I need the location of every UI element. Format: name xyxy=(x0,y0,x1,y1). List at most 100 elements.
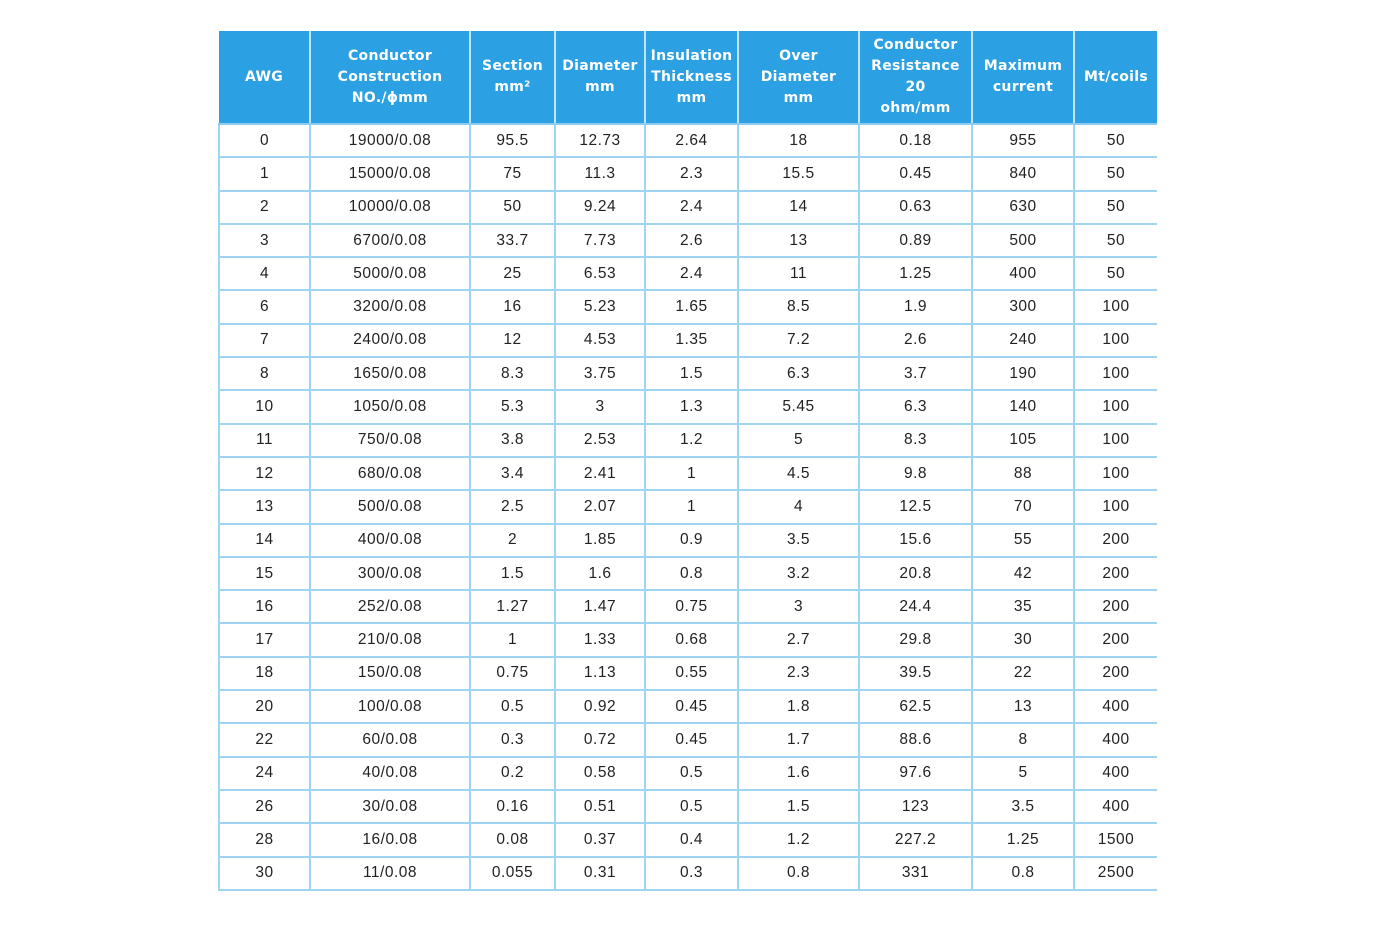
header-line: Maximum xyxy=(983,58,1063,74)
table-cell: 100 xyxy=(1073,323,1157,359)
table-cell: 100 xyxy=(1073,390,1157,425)
header-line: Resistance 20 xyxy=(871,58,960,95)
table-cell: 88.6 xyxy=(858,723,972,758)
table-cell: 0.55 xyxy=(644,656,738,692)
table-cell: 100 xyxy=(1073,357,1157,392)
header-line: Diameter xyxy=(562,58,638,74)
table-cell: 1.6 xyxy=(554,556,645,592)
table-cell: 0 xyxy=(218,124,310,159)
table-cell: 2.4 xyxy=(644,190,738,225)
table-row: 0 19000/0.08 95.5 12.73 2.64 18 0.18 955 50 xyxy=(218,124,1157,159)
table-cell: 18 xyxy=(218,656,310,692)
table-cell: 1.8 xyxy=(737,690,859,725)
table-cell: 13 xyxy=(737,223,859,259)
table-cell: 60/0.08 xyxy=(309,723,470,758)
table-cell: 1.3 xyxy=(644,390,738,425)
table-cell: 680/0.08 xyxy=(309,456,470,492)
table-cell: 88 xyxy=(971,456,1074,492)
table-cell: 1.27 xyxy=(469,590,555,625)
table-cell: 0.37 xyxy=(554,823,645,858)
header-line: AWG xyxy=(244,68,284,85)
table-cell: 62.5 xyxy=(858,690,972,725)
table-cell: 400 xyxy=(1073,789,1157,825)
column-header: Insulation Thickness mm xyxy=(644,31,738,125)
table-row: 17 210/0.08 1 1.33 0.68 2.7 29.8 30 200 xyxy=(218,623,1157,658)
table-cell: 2.7 xyxy=(737,623,859,658)
table-cell: 9.24 xyxy=(554,190,645,225)
table-cell: 1.25 xyxy=(858,257,972,292)
header-line: mm xyxy=(676,89,707,106)
table-cell: 12.5 xyxy=(858,490,972,525)
table-cell: 0.51 xyxy=(554,789,645,825)
table-cell: 17 xyxy=(218,623,310,658)
column-header: AWG xyxy=(219,31,310,125)
table-cell: 16 xyxy=(218,590,310,625)
table-cell: 1.35 xyxy=(644,323,738,359)
table-cell: 18 xyxy=(737,124,859,159)
table-cell: 123 xyxy=(858,789,972,825)
table-cell: 0.31 xyxy=(554,856,645,891)
column-header: Over Diameter mm xyxy=(737,31,859,125)
table-cell: 29.8 xyxy=(858,623,972,658)
table-cell: 1.25 xyxy=(971,823,1074,858)
table-row: 11 750/0.08 3.8 2.53 1.2 5 8.3 105 100 xyxy=(218,423,1157,458)
table-cell: 227.2 xyxy=(858,823,972,858)
table-cell: 955 xyxy=(971,124,1074,159)
awg-table: AWG Conductor Construction NO./ϕmm Section mm… xyxy=(218,31,1157,891)
table-cell: 3.8 xyxy=(469,423,555,458)
table-cell: 2 xyxy=(218,190,310,225)
table-cell: 0.58 xyxy=(554,756,645,791)
column-header: Mt/coils xyxy=(1073,31,1157,125)
table-cell: 840 xyxy=(971,157,1074,192)
table-cell: 0.45 xyxy=(644,690,738,725)
table-cell: 13 xyxy=(218,490,310,525)
table-cell: 8.3 xyxy=(469,357,555,392)
table-cell: 1.85 xyxy=(554,523,645,558)
table-row: 1 15000/0.08 75 11.3 2.3 15.5 0.45 840 50 xyxy=(218,157,1157,192)
table-row: 30 11/0.08 0.055 0.31 0.3 0.8 331 0.8 2500 xyxy=(218,856,1157,891)
header-line: current xyxy=(992,79,1054,95)
table-cell: 26 xyxy=(218,789,310,825)
table-cell: 500 xyxy=(971,223,1074,259)
table-cell: 300/0.08 xyxy=(309,556,470,592)
table-cell: 105 xyxy=(971,423,1074,458)
header-row: AWG Conductor Construction NO./ϕmm Section mm… xyxy=(219,31,1157,125)
table-cell: 30 xyxy=(971,623,1074,658)
table-cell: 0.72 xyxy=(554,723,645,758)
table-cell: 200 xyxy=(1073,590,1157,625)
table-row: 12 680/0.08 3.4 2.41 1 4.5 9.8 88 100 xyxy=(218,456,1157,492)
table-cell: 97.6 xyxy=(858,756,972,791)
table-cell: 0.3 xyxy=(644,856,738,891)
table-cell: 16/0.08 xyxy=(309,823,470,858)
table-cell: 2 xyxy=(469,523,555,558)
table-cell: 1 xyxy=(644,490,738,525)
table-cell: 2.5 xyxy=(469,490,555,525)
table-cell: 20 xyxy=(218,690,310,725)
table-cell: 5.3 xyxy=(469,390,555,425)
table-cell: 8 xyxy=(218,357,310,392)
table-cell: 2.6 xyxy=(858,323,972,359)
header-line: Conductor xyxy=(873,37,958,53)
table-cell: 35 xyxy=(971,590,1074,625)
table-cell: 200 xyxy=(1073,623,1157,658)
table-cell: 1.2 xyxy=(737,823,859,858)
table-cell: 15.5 xyxy=(737,157,859,192)
header-line: mm xyxy=(585,79,615,95)
table-cell: 50 xyxy=(1073,223,1157,259)
table-cell: 25 xyxy=(469,257,555,292)
table-cell: 3.2 xyxy=(737,556,859,592)
table-cell: 24.4 xyxy=(858,590,972,625)
table-cell: 12 xyxy=(469,323,555,359)
table-cell: 50 xyxy=(1073,157,1157,192)
table-row: 18 150/0.08 0.75 1.13 0.55 2.3 39.5 22 200 xyxy=(218,656,1157,692)
table-cell: 0.75 xyxy=(469,656,555,692)
table-cell: 0.5 xyxy=(644,789,738,825)
header-line: Section xyxy=(481,58,544,74)
table-cell: 1 xyxy=(218,157,310,192)
table-cell: 3.75 xyxy=(554,357,645,392)
table-row: 3 6700/0.08 33.7 7.73 2.6 13 0.89 500 50 xyxy=(218,223,1157,259)
table-row: 6 3200/0.08 16 5.23 1.65 8.5 1.9 300 100 xyxy=(218,290,1157,325)
table-cell: 0.45 xyxy=(858,157,972,192)
table-cell: 4.53 xyxy=(554,323,645,359)
